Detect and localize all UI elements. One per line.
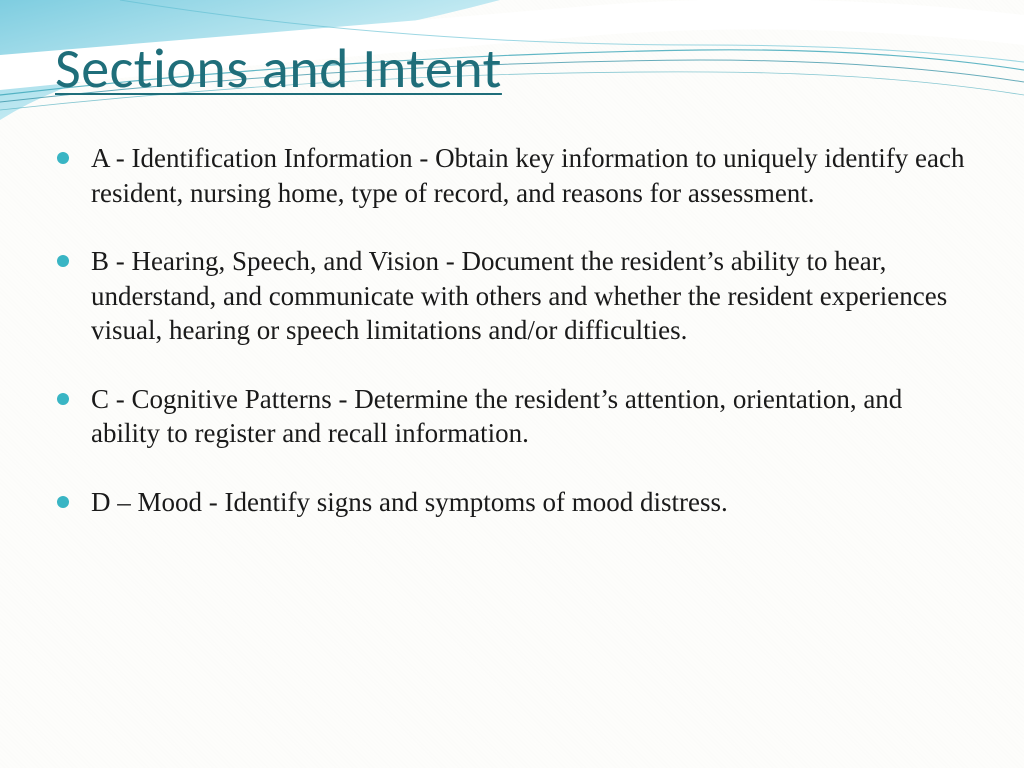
- list-item: C - Cognitive Patterns - Determine the r…: [81, 382, 969, 451]
- list-item: A - Identification Information - Obtain …: [81, 141, 969, 210]
- list-item: D – Mood - Identify signs and symptoms o…: [81, 485, 969, 520]
- bullet-list: A - Identification Information - Obtain …: [55, 141, 969, 519]
- slide: Sections and Intent A - Identification I…: [0, 0, 1024, 768]
- slide-title: Sections and Intent: [55, 35, 969, 103]
- list-item: B - Hearing, Speech, and Vision - Docume…: [81, 244, 969, 348]
